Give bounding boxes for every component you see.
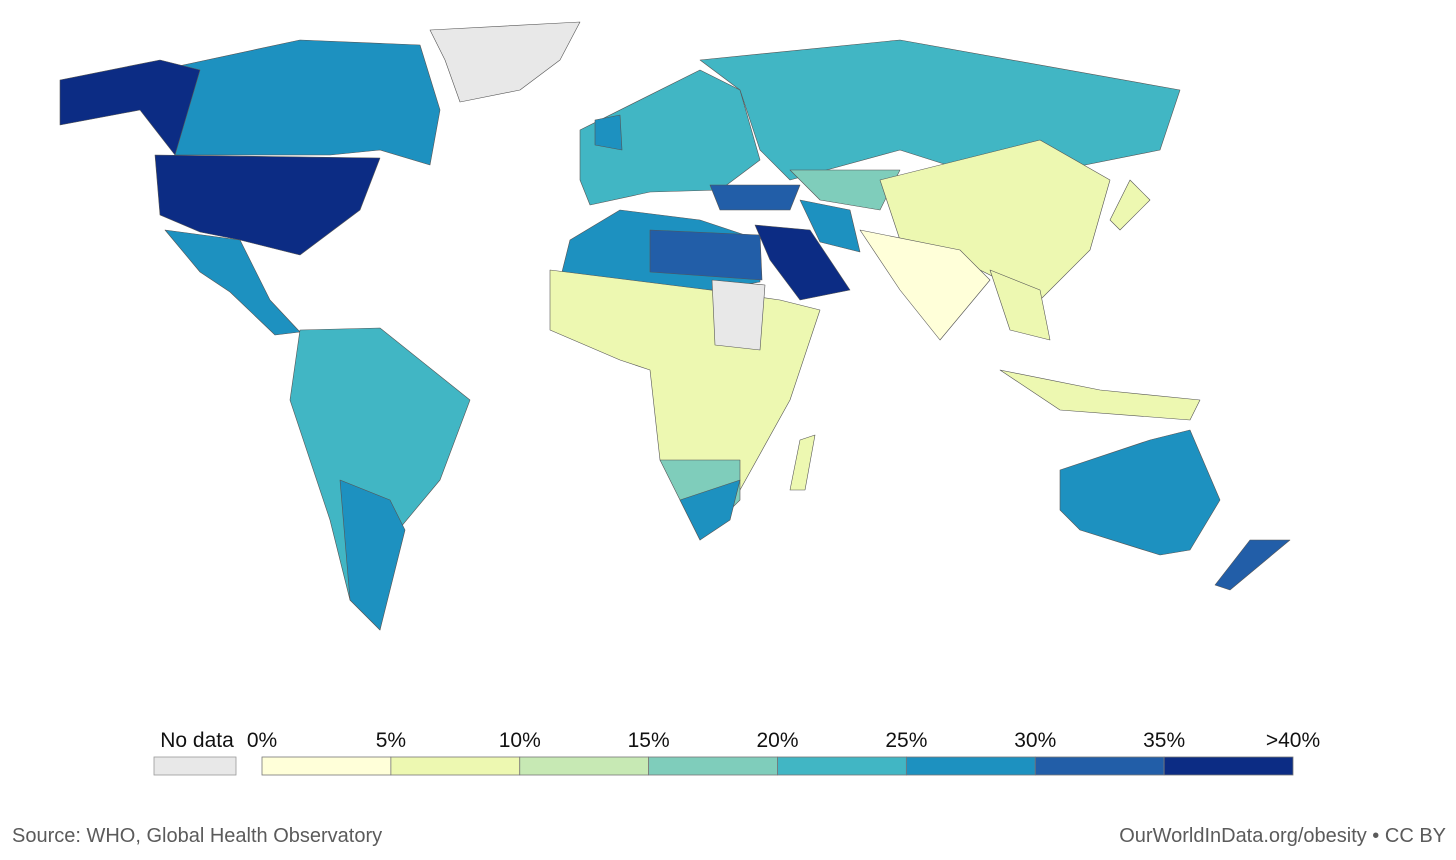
greenland <box>429 21 581 103</box>
new-zealand <box>1214 539 1291 591</box>
no-data-swatch <box>153 756 237 776</box>
legend-swatch <box>905 756 1036 776</box>
legend-tick-label: 15% <box>628 729 670 752</box>
argentina-chile <box>339 479 406 631</box>
saudi-arabia <box>754 224 851 301</box>
legend-tick-label: 10% <box>499 729 541 752</box>
canada <box>159 39 441 166</box>
india <box>859 229 991 341</box>
legend-swatch <box>648 756 778 776</box>
no-data-label: No data <box>160 729 234 752</box>
legend-swatch <box>519 756 650 776</box>
legend-swatch <box>390 756 521 776</box>
iran <box>799 199 861 253</box>
mexico-central-america <box>164 229 301 336</box>
south-africa <box>679 479 741 541</box>
libya-egypt <box>649 229 763 281</box>
legend-tick-label: 5% <box>376 729 406 752</box>
central-asia <box>789 169 901 211</box>
legend-tick-label: 25% <box>885 729 927 752</box>
madagascar <box>789 434 816 491</box>
legend-tick-label: 30% <box>1014 729 1056 752</box>
legend-swatch <box>777 756 907 776</box>
legend-tick-label: 20% <box>756 729 798 752</box>
legend-tick-label: 0% <box>247 729 277 752</box>
source: Source: WHO, Global Health Observatory <box>12 825 382 847</box>
uk <box>594 114 623 151</box>
legend-tick-label: 35% <box>1143 729 1185 752</box>
australia <box>1059 429 1221 556</box>
turkey <box>709 184 801 211</box>
japan <box>1109 179 1151 231</box>
legend-swatch <box>1163 756 1294 776</box>
southeast-asia <box>989 269 1051 341</box>
usa <box>154 154 381 256</box>
alaska <box>59 59 201 156</box>
world-map <box>59 21 1291 631</box>
sudan <box>711 279 766 351</box>
legend-swatch <box>261 756 392 776</box>
legend-swatch <box>1034 756 1165 776</box>
indonesia <box>999 369 1201 421</box>
legend: No data 0% 5% 10% 15% 20% 25% 30% 35% >40% <box>153 729 1320 776</box>
legend-tick-label: >40% <box>1266 729 1320 752</box>
credit: OurWorldInData.org/obesity • CC BY <box>1119 825 1446 847</box>
russia <box>699 39 1181 186</box>
